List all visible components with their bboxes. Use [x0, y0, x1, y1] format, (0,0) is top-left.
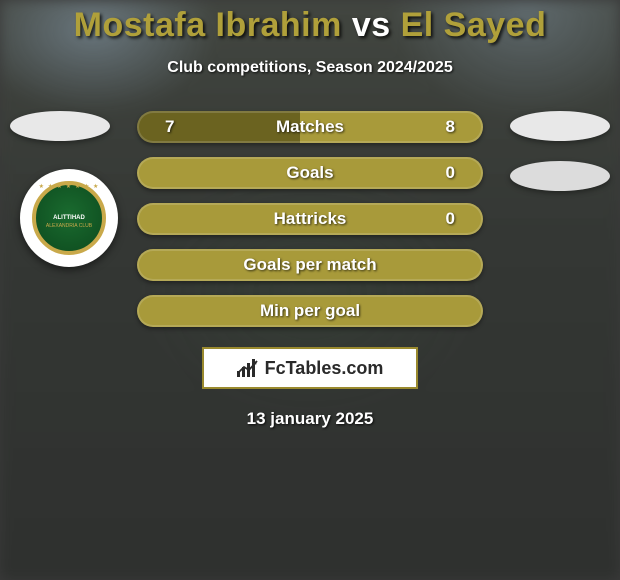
- date: 13 january 2025: [247, 409, 374, 429]
- title-player2: El Sayed: [401, 6, 547, 44]
- stat-row-matches: Matches 7 8: [137, 111, 483, 143]
- club-badge-inner: ★ ★ ★ ★ ★ ★ ★ ALITTIHAD ALEXANDRIA CLUB: [32, 181, 106, 255]
- title-vs: vs: [352, 6, 391, 44]
- stat-label: Hattricks: [274, 209, 347, 229]
- club-badge-name: ALITTIHAD: [53, 215, 85, 222]
- stat-label: Goals: [286, 163, 333, 183]
- stat-row-min-per-goal: Min per goal: [137, 295, 483, 327]
- stat-label: Min per goal: [260, 301, 360, 321]
- stat-value-right: 0: [446, 163, 455, 183]
- player1-club-badge: ★ ★ ★ ★ ★ ★ ★ ALITTIHAD ALEXANDRIA CLUB: [20, 169, 118, 267]
- chart-icon: [237, 359, 259, 377]
- stat-row-goals-per-match: Goals per match: [137, 249, 483, 281]
- stat-row-hattricks: Hattricks 0: [137, 203, 483, 235]
- page-title: Mostafa Ibrahim vs El Sayed: [74, 6, 547, 45]
- brand-text: FcTables.com: [265, 358, 384, 379]
- stat-row-goals: Goals 0: [137, 157, 483, 189]
- infographic: Mostafa Ibrahim vs El Sayed Club competi…: [0, 0, 620, 580]
- bars-container: Matches 7 8 Goals 0 Hattricks 0 Goals per match…: [137, 111, 483, 327]
- club-badge-stars-icon: ★ ★ ★ ★ ★ ★ ★: [39, 183, 100, 190]
- subtitle: Club competitions, Season 2024/2025: [167, 59, 452, 77]
- player2-photo-placeholder: [510, 111, 610, 141]
- club-badge-sub: ALEXANDRIA CLUB: [46, 223, 92, 229]
- stat-value-right: 8: [446, 117, 455, 137]
- stat-label: Goals per match: [243, 255, 376, 275]
- stat-label: Matches: [276, 117, 344, 137]
- player2-club-placeholder: [510, 161, 610, 191]
- brand-box: FcTables.com: [202, 347, 418, 389]
- player1-photo-placeholder: [10, 111, 110, 141]
- stats-block: ★ ★ ★ ★ ★ ★ ★ ALITTIHAD ALEXANDRIA CLUB …: [0, 111, 620, 327]
- title-player1: Mostafa Ibrahim: [74, 6, 342, 44]
- stat-value-right: 0: [446, 209, 455, 229]
- stat-value-left: 7: [165, 117, 174, 137]
